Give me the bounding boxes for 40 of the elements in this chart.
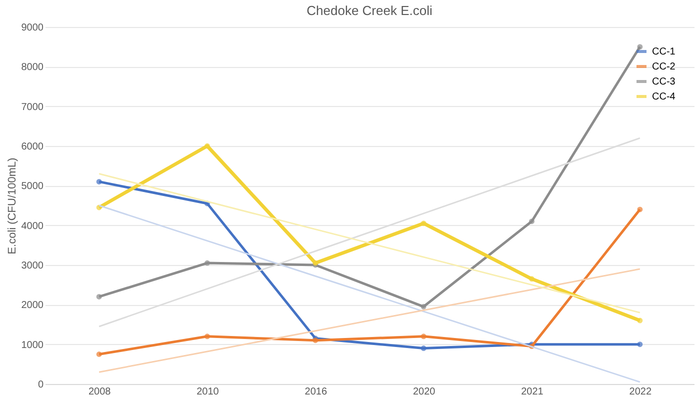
point [96,294,102,300]
point [204,143,210,149]
line-series [98,173,641,314]
point [529,218,534,224]
x-tick-label: 2021 [521,386,544,398]
x-tick-label: 2008 [88,386,112,398]
y-tick-label: 7000 [21,102,44,113]
point [420,334,426,340]
point [529,276,534,282]
y-tick-label: 0 [38,380,44,390]
legend-label: CC-2 [652,62,676,72]
x-tick-label: 2010 [196,386,220,398]
chart-title: Chedoke Creek E.coli [306,3,432,18]
point [96,352,102,357]
y-tick-label: 9000 [21,22,44,34]
y-tick-label: 5000 [21,181,44,192]
y-tick-label: 3000 [21,260,44,272]
y-axis-title: E.coli (CFU/100mL) [6,158,18,254]
legend-label: CC-1 [652,46,676,58]
y-tick-label: 1000 [21,340,44,351]
y-tick-label: 4000 [21,220,44,232]
legend-label: CC-3 [652,76,676,88]
point [637,342,643,348]
point [637,206,643,212]
x-tick-label: 2022 [629,386,652,398]
legend-label: CC-4 [652,92,676,102]
point [637,318,643,324]
point [420,346,426,352]
point [637,44,643,50]
line-series [98,268,641,373]
point [96,178,102,184]
point [420,304,426,310]
point [204,260,210,266]
y-tick-label: 6000 [21,142,44,152]
x-tick-label: 2020 [412,386,436,398]
y-tick-label: 8000 [21,62,44,74]
x-tick-label: 2016 [304,386,328,398]
y-tick-label: 2000 [21,300,44,312]
point [204,334,210,340]
point [420,220,426,226]
